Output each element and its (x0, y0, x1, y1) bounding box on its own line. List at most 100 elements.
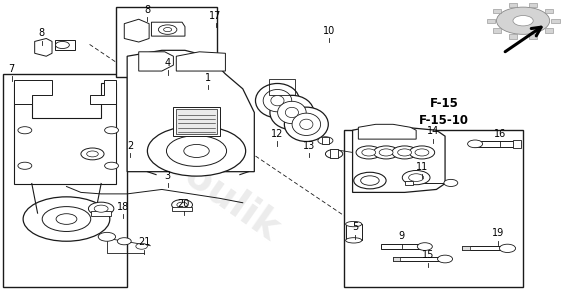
Text: 4: 4 (165, 58, 171, 68)
Circle shape (354, 172, 386, 189)
Circle shape (177, 202, 187, 207)
Circle shape (42, 207, 91, 231)
Polygon shape (55, 40, 75, 50)
Circle shape (136, 243, 147, 249)
Polygon shape (35, 38, 52, 56)
Bar (509, 3, 517, 7)
Text: 3: 3 (165, 170, 171, 181)
Bar (462, 246, 470, 250)
Text: 16: 16 (494, 129, 506, 139)
Ellipse shape (346, 221, 362, 227)
Bar (529, 3, 537, 7)
Bar (405, 181, 413, 185)
Bar (513, 140, 521, 148)
Circle shape (361, 176, 379, 185)
Bar (487, 19, 495, 23)
Bar (493, 28, 501, 33)
Circle shape (409, 174, 424, 181)
Bar (381, 244, 425, 249)
Circle shape (147, 126, 246, 176)
Text: 2: 2 (127, 141, 133, 151)
Circle shape (105, 162, 118, 169)
Circle shape (98, 232, 116, 241)
Bar (393, 257, 400, 261)
Circle shape (499, 244, 516, 252)
Ellipse shape (300, 119, 313, 129)
Circle shape (105, 127, 118, 134)
Circle shape (379, 149, 393, 156)
Circle shape (444, 179, 458, 186)
Polygon shape (176, 52, 225, 71)
Text: 5: 5 (353, 222, 358, 232)
Ellipse shape (270, 95, 314, 130)
Circle shape (438, 255, 453, 263)
Circle shape (166, 136, 227, 166)
Bar (91, 211, 111, 216)
Bar (322, 137, 329, 144)
Circle shape (402, 170, 430, 185)
Text: 20: 20 (177, 199, 190, 209)
Circle shape (398, 149, 412, 156)
Circle shape (117, 238, 131, 245)
Circle shape (318, 137, 333, 144)
Circle shape (164, 28, 172, 32)
Text: 21: 21 (138, 237, 151, 247)
Circle shape (513, 16, 533, 26)
Bar (393, 257, 445, 261)
Circle shape (415, 149, 429, 156)
Circle shape (497, 7, 550, 34)
Text: 13: 13 (303, 141, 316, 151)
Text: 15: 15 (421, 250, 434, 260)
Text: 10: 10 (323, 25, 336, 36)
Circle shape (409, 146, 435, 159)
Polygon shape (139, 52, 173, 71)
Text: 19: 19 (492, 228, 505, 238)
Bar (493, 9, 501, 13)
Bar (3, 74, 127, 287)
Text: F-15
F-15-10: F-15 F-15-10 (419, 97, 469, 128)
Ellipse shape (255, 83, 299, 118)
Circle shape (417, 243, 432, 250)
Polygon shape (124, 19, 149, 42)
Circle shape (55, 41, 69, 49)
Text: 11: 11 (416, 162, 428, 172)
Text: 17: 17 (209, 11, 222, 21)
Circle shape (158, 25, 177, 34)
Circle shape (392, 146, 417, 159)
Ellipse shape (292, 113, 321, 136)
Bar (474, 141, 514, 147)
Circle shape (87, 151, 98, 157)
Ellipse shape (271, 96, 284, 106)
Text: 12: 12 (271, 129, 284, 139)
Ellipse shape (277, 101, 306, 124)
Polygon shape (127, 50, 254, 172)
Bar (346, 224, 362, 240)
Polygon shape (358, 124, 416, 139)
Bar (269, 79, 295, 95)
Circle shape (325, 149, 343, 158)
Circle shape (362, 149, 376, 156)
Text: partsboulik: partsboulik (61, 76, 286, 250)
Circle shape (184, 144, 209, 157)
Bar (172, 207, 192, 211)
Text: 8: 8 (39, 28, 45, 38)
Polygon shape (14, 80, 52, 104)
Circle shape (88, 202, 114, 215)
Text: 9: 9 (399, 231, 405, 241)
Bar (529, 34, 537, 38)
Ellipse shape (286, 107, 298, 118)
Bar (551, 19, 560, 23)
Circle shape (56, 214, 77, 224)
Circle shape (81, 148, 104, 160)
Polygon shape (90, 80, 116, 104)
Bar (344, 130, 523, 287)
Text: 8: 8 (144, 5, 150, 15)
Circle shape (18, 127, 32, 134)
Polygon shape (151, 22, 185, 36)
Bar (173, 107, 220, 136)
Ellipse shape (284, 107, 328, 141)
Bar (509, 34, 517, 38)
Bar (330, 149, 338, 158)
Text: 1: 1 (205, 73, 211, 83)
Circle shape (356, 146, 381, 159)
